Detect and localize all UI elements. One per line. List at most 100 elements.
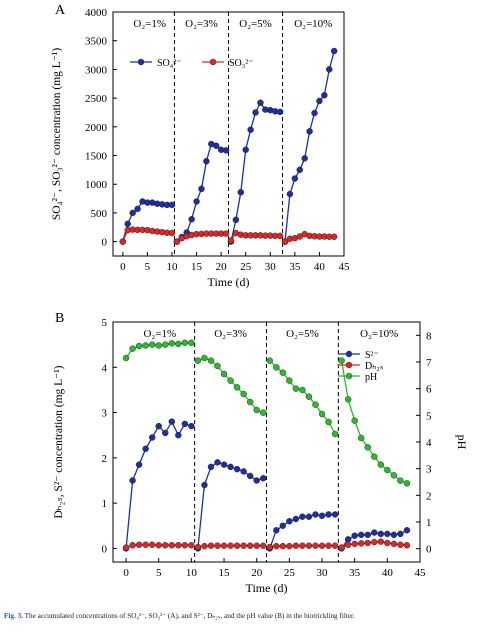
data-point-blue [325,511,332,518]
x-tick-label: 0 [120,261,126,273]
x-tick-label: 40 [382,567,394,579]
data-point-ph [168,340,175,347]
series-line-blue [284,50,335,242]
data-point-ph [201,354,208,362]
data-point-blue [135,461,143,468]
y-axis-title: SO₄²⁻, SO₃²⁻ concentration (mg L⁻¹) [51,48,63,220]
data-point-red [122,544,130,551]
x-axis-title: Time (d) [208,275,250,289]
data-point-ph [188,339,195,346]
data-point-ph [318,410,326,418]
data-point-ph [214,362,221,370]
x-tick-label: 5 [145,261,151,273]
series-line-blue [122,200,172,242]
data-point-red [390,540,398,548]
phase-label: O₂=5% [286,328,319,340]
phase-label: O₂=10% [360,328,398,340]
x-tick-label: 35 [349,567,361,579]
data-point-ph [403,480,411,487]
data-point-ph [397,477,404,484]
y-tick-label: 1 [102,498,108,510]
y-tick-label: 0 [102,543,108,555]
data-point-blue [321,92,328,99]
data-point-red [330,233,338,240]
data-point-blue [364,531,371,539]
data-point-red [135,541,143,548]
data-point-red [299,542,306,549]
data-point-ph [162,341,169,348]
data-point-blue [312,511,319,518]
data-point-red [207,542,215,549]
data-point-ph [351,417,358,424]
data-point-blue [306,128,313,135]
panel-label: B [55,311,64,326]
y-tick-label: 3000 [85,64,108,76]
data-point-blue [134,205,141,213]
data-point-ph [135,342,143,350]
y-tick-label: 500 [91,208,108,220]
data-point-blue [247,126,254,133]
data-point-blue [296,166,303,174]
data-point-ph [129,345,136,352]
y2-axis-title: pH [455,435,469,450]
y-tick-label: 0 [102,237,108,249]
y2-tick-label: 6 [426,384,432,396]
data-point-ph [142,342,149,349]
y-tick-label: 1000 [85,179,108,191]
data-point-ph [260,409,267,416]
y-tick-label: 2 [102,453,108,465]
series-line-blue [176,143,227,243]
data-point-ph [344,396,352,403]
x-tick-label: 30 [265,261,277,273]
data-point-blue [237,189,244,196]
data-point-blue [326,66,333,73]
legend-label: SO₃²⁻ [229,58,254,69]
data-point-blue [240,468,247,475]
y-tick-label: 4 [102,362,108,374]
data-point-red [266,543,273,551]
data-point-red [384,539,391,547]
data-point-red [260,542,267,549]
data-point-blue [331,511,339,518]
x-tick-label: 20 [251,567,263,579]
data-point-blue [129,477,136,484]
y2-tick-label: 1 [426,517,432,529]
data-point-blue [175,432,182,439]
data-point-ph [377,461,385,468]
data-point-blue [318,512,326,520]
data-point-blue [129,209,136,217]
x-axis-title: Time (d) [246,581,288,595]
series-line-ph [269,360,336,435]
data-point-red [364,539,371,547]
data-point-blue [301,155,308,162]
data-point-blue [203,158,210,165]
data-point-ph [227,377,234,384]
y-tick-label: 3 [102,408,108,420]
legend-marker-blue [345,350,353,358]
data-point-blue [181,420,189,428]
data-point-blue [155,422,162,430]
data-point-red [358,540,365,547]
x-tick-label: 30 [317,567,329,579]
data-point-ph [266,357,273,364]
data-point-red [371,538,378,546]
data-point-blue [344,536,352,543]
data-point-blue [168,418,175,425]
y2-tick-label: 4 [426,437,432,449]
data-point-ph [246,398,254,406]
phase-label: O₂=3% [185,18,218,30]
data-point-ph [253,406,260,414]
data-point-ph [148,341,156,348]
data-point-blue [198,185,205,193]
data-point-ph [194,357,202,364]
legend-label: pH [365,372,377,383]
y2-tick-label: 8 [426,330,432,342]
data-point-blue [201,481,208,489]
data-point-ph [384,466,391,474]
data-point-red [188,542,195,549]
data-point-ph [122,354,130,362]
phase-label: O₂=5% [239,18,272,30]
x-tick-label: 45 [339,261,351,273]
data-point-red [276,232,284,240]
data-point-ph [358,434,365,442]
